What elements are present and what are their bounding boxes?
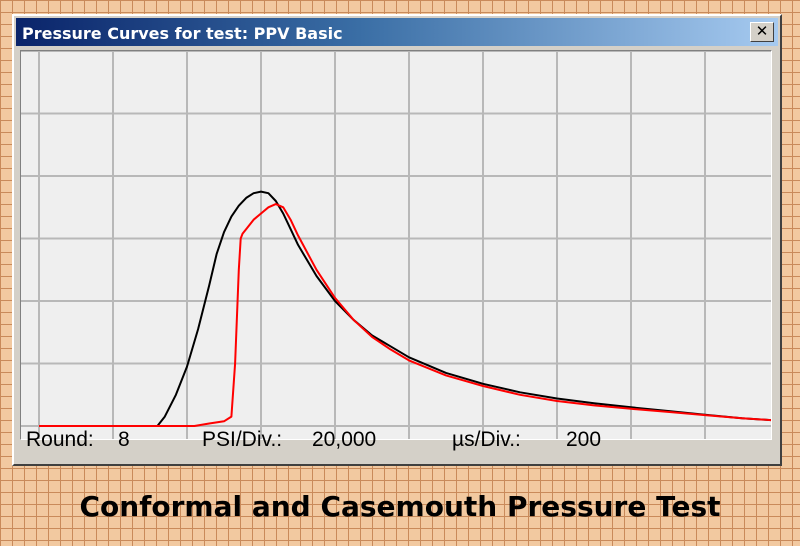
window-titlebar[interactable]: Pressure Curves for test: PPV Basic ✕ <box>16 18 778 46</box>
pressure-curves-window: Pressure Curves for test: PPV Basic ✕ Ro… <box>12 14 782 466</box>
round-value: 8 <box>118 428 130 451</box>
status-bar: Round: 8 PSI/Div.: 20,000 µs/Div.: 200 <box>20 426 772 458</box>
us-per-div-label: µs/Div.: <box>452 428 521 451</box>
us-per-div-value: 200 <box>566 428 602 451</box>
chart-series <box>39 190 771 427</box>
psi-per-div-label: PSI/Div.: <box>202 428 283 451</box>
pressure-chart <box>21 51 771 439</box>
chart-grid <box>21 51 771 439</box>
psi-per-div-value: 20,000 <box>312 428 377 451</box>
window-title: Pressure Curves for test: PPV Basic <box>22 24 343 43</box>
black-pressure-curve <box>39 190 771 427</box>
close-button[interactable]: ✕ <box>750 22 774 42</box>
pressure-plot <box>20 50 772 440</box>
close-icon: ✕ <box>755 22 769 40</box>
round-label: Round: <box>26 428 94 451</box>
red-pressure-curve <box>39 203 771 427</box>
caption-text: Conformal and Casemouth Pressure Test <box>79 490 721 523</box>
